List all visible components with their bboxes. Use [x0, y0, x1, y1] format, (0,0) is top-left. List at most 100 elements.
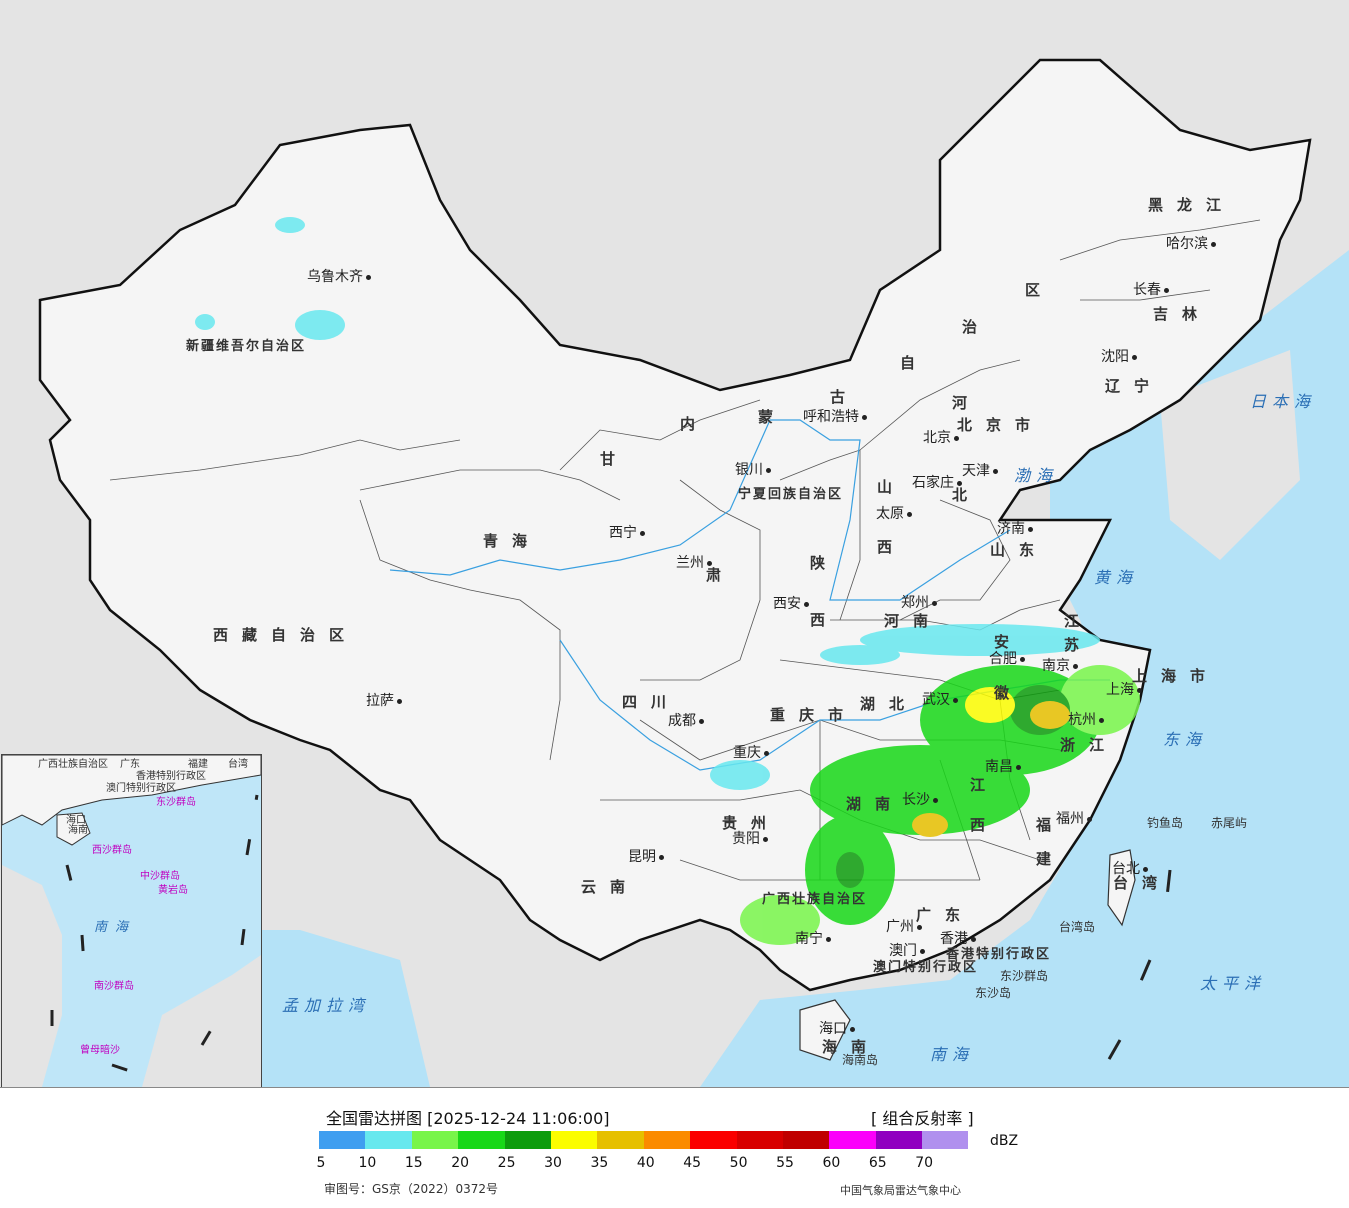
city-dot-icon — [933, 797, 938, 803]
city-label: 贵阳 — [732, 832, 771, 846]
city-name: 福州 — [1056, 811, 1084, 827]
city-label: 兰州 — [676, 556, 715, 570]
city-dot-icon — [1087, 816, 1092, 822]
inset-label: 海南 — [68, 825, 88, 836]
scale-tick-label: 15 — [404, 1155, 423, 1171]
city-dot-icon — [397, 698, 402, 704]
island-label: 台湾岛 — [1059, 920, 1096, 934]
city-label: 台北 — [1112, 862, 1151, 876]
scale-tick-label: 5 — [316, 1155, 326, 1171]
map-approval-number: 审图号：GS京（2022）0372号 — [324, 1182, 498, 1196]
scale-tick-label: 70 — [915, 1155, 934, 1171]
city-label: 南京 — [1042, 659, 1081, 673]
color-swatch — [829, 1131, 876, 1149]
province-label-part: 江 — [1064, 612, 1094, 630]
province-label: 新疆维吾尔自治区 — [186, 339, 307, 354]
color-swatch — [643, 1131, 691, 1149]
city-name: 长春 — [1133, 282, 1161, 298]
color-swatch — [411, 1131, 459, 1149]
city-label: 香港 — [940, 932, 979, 946]
inset-label: 曾母暗沙 — [80, 1045, 120, 1056]
city-label: 昆明 — [628, 850, 667, 864]
province-label: 宁夏回族自治区 — [738, 487, 844, 502]
city-name: 西宁 — [609, 525, 637, 541]
city-label: 南昌 — [985, 760, 1024, 774]
city-name: 昆明 — [628, 849, 656, 865]
color-swatch — [782, 1131, 830, 1149]
city-dot-icon — [699, 718, 704, 724]
scale-tick-label: 20 — [451, 1155, 470, 1171]
city-label: 海口 — [819, 1022, 858, 1036]
city-label: 长春 — [1133, 283, 1172, 297]
province-label-part: 肃 — [706, 566, 736, 584]
province-label: 广东 — [916, 906, 975, 924]
city-name: 杭州 — [1068, 712, 1096, 728]
sea-label: 太平洋 — [1200, 974, 1267, 993]
city-name: 重庆 — [733, 745, 761, 761]
color-scale-ticks: 5 10 15 20 25 30 35 40 45 50 55 60 65 70 — [316, 1155, 959, 1171]
inset-label: 台湾 — [228, 759, 248, 770]
radar-map: 乌鲁木齐 拉萨 西宁 兰州 银川 呼和浩特 北京 天津 石家庄 太原 济南 郑州 西安 合肥 南京 上海 杭州武… — [0, 0, 1349, 1088]
city-dot-icon — [659, 854, 664, 860]
sea-label: 南海 — [930, 1045, 975, 1064]
province-label-part: 建 — [1036, 850, 1066, 868]
city-dot-icon — [640, 530, 645, 536]
color-swatch — [319, 1131, 366, 1149]
scale-tick-label: 65 — [868, 1155, 887, 1171]
city-name: 香港 — [940, 931, 968, 947]
sea-label: 日本海 — [1250, 392, 1317, 411]
sea-label: 渤海 — [1014, 466, 1059, 485]
inset-label: 西沙群岛 — [92, 845, 132, 856]
scale-tick-label: 40 — [636, 1155, 655, 1171]
city-label: 西安 — [773, 597, 812, 611]
scale-tick-label: 60 — [822, 1155, 841, 1171]
province-label: 湖北 — [860, 695, 919, 713]
province-label: 青海 — [483, 532, 542, 550]
city-dot-icon — [1073, 663, 1078, 669]
city-name: 乌鲁木齐 — [307, 269, 363, 285]
province-label: 广西壮族自治区 — [762, 892, 868, 907]
province-label-part: 治 — [962, 318, 992, 336]
city-name: 拉萨 — [366, 693, 394, 709]
city-label: 拉萨 — [366, 694, 405, 708]
sea-label: 东海 — [1163, 730, 1208, 749]
color-swatch — [365, 1131, 412, 1149]
island-label: 东沙岛 — [975, 986, 1012, 1000]
province-label-part: 西 — [877, 538, 907, 556]
city-dot-icon — [766, 467, 771, 473]
province-label: 山东 — [990, 541, 1049, 559]
city-label: 成都 — [668, 714, 707, 728]
province-label: 澳门特别行政区 — [873, 960, 979, 975]
city-label: 重庆 — [733, 746, 772, 760]
inset-label: 黄岩岛 — [158, 885, 188, 896]
city-dot-icon — [1137, 687, 1142, 693]
province-label-part: 陕 — [810, 554, 840, 572]
scale-tick-label: 25 — [497, 1155, 516, 1171]
city-name: 南昌 — [985, 759, 1013, 775]
color-swatch — [504, 1131, 551, 1149]
inset-label: 海口 — [66, 815, 86, 826]
color-scale-bar — [319, 1131, 969, 1149]
city-dot-icon — [707, 560, 712, 566]
province-label: 云南 — [581, 878, 640, 896]
city-name: 南宁 — [795, 931, 823, 947]
province-label-part: 甘 — [600, 450, 630, 468]
city-dot-icon — [1211, 241, 1216, 247]
province-label: 四川 — [622, 693, 681, 711]
city-label: 杭州 — [1068, 713, 1107, 727]
inset-label: 福建 — [188, 759, 208, 770]
city-dot-icon — [954, 435, 959, 441]
city-dot-icon — [826, 936, 831, 942]
city-name: 长沙 — [902, 792, 930, 808]
color-swatch — [875, 1131, 923, 1149]
city-dot-icon — [862, 414, 867, 420]
city-label: 太原 — [876, 507, 915, 521]
city-label: 北京 — [923, 431, 962, 445]
province-label: 台湾 — [1113, 874, 1172, 892]
city-dot-icon — [971, 936, 976, 942]
city-label: 上海 — [1106, 683, 1145, 697]
city-label: 呼和浩特 — [803, 410, 870, 424]
city-dot-icon — [957, 480, 962, 486]
city-dot-icon — [1028, 526, 1033, 532]
city-label: 济南 — [997, 522, 1036, 536]
